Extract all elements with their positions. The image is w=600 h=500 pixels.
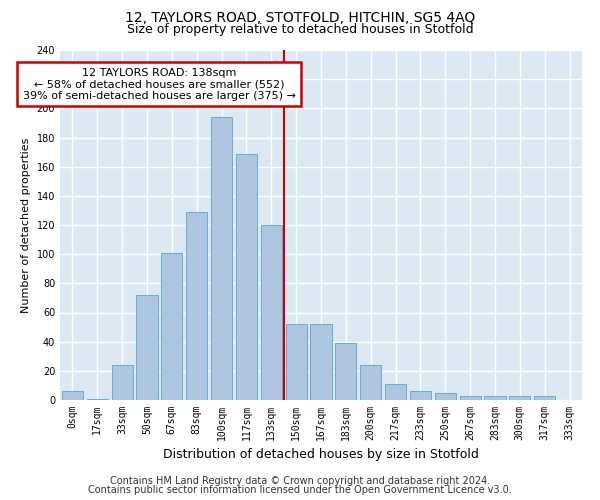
- Bar: [435, 392, 456, 400]
- Bar: [484, 396, 506, 400]
- Bar: [360, 365, 381, 400]
- Bar: [335, 343, 356, 400]
- Text: Contains HM Land Registry data © Crown copyright and database right 2024.: Contains HM Land Registry data © Crown c…: [110, 476, 490, 486]
- Bar: [385, 384, 406, 400]
- Bar: [460, 396, 481, 400]
- Text: 12, TAYLORS ROAD, STOTFOLD, HITCHIN, SG5 4AQ: 12, TAYLORS ROAD, STOTFOLD, HITCHIN, SG5…: [125, 11, 475, 25]
- Text: Size of property relative to detached houses in Stotfold: Size of property relative to detached ho…: [127, 22, 473, 36]
- Text: 12 TAYLORS ROAD: 138sqm
← 58% of detached houses are smaller (552)
39% of semi-d: 12 TAYLORS ROAD: 138sqm ← 58% of detache…: [23, 68, 296, 100]
- Bar: [236, 154, 257, 400]
- Bar: [112, 365, 133, 400]
- Bar: [136, 295, 158, 400]
- Bar: [261, 225, 282, 400]
- Text: Contains public sector information licensed under the Open Government Licence v3: Contains public sector information licen…: [88, 485, 512, 495]
- Bar: [87, 398, 108, 400]
- Bar: [211, 117, 232, 400]
- Bar: [186, 212, 207, 400]
- Bar: [310, 324, 332, 400]
- X-axis label: Distribution of detached houses by size in Stotfold: Distribution of detached houses by size …: [163, 448, 479, 462]
- Bar: [62, 391, 83, 400]
- Y-axis label: Number of detached properties: Number of detached properties: [21, 138, 31, 312]
- Bar: [161, 252, 182, 400]
- Bar: [534, 396, 555, 400]
- Bar: [286, 324, 307, 400]
- Bar: [410, 391, 431, 400]
- Bar: [509, 396, 530, 400]
